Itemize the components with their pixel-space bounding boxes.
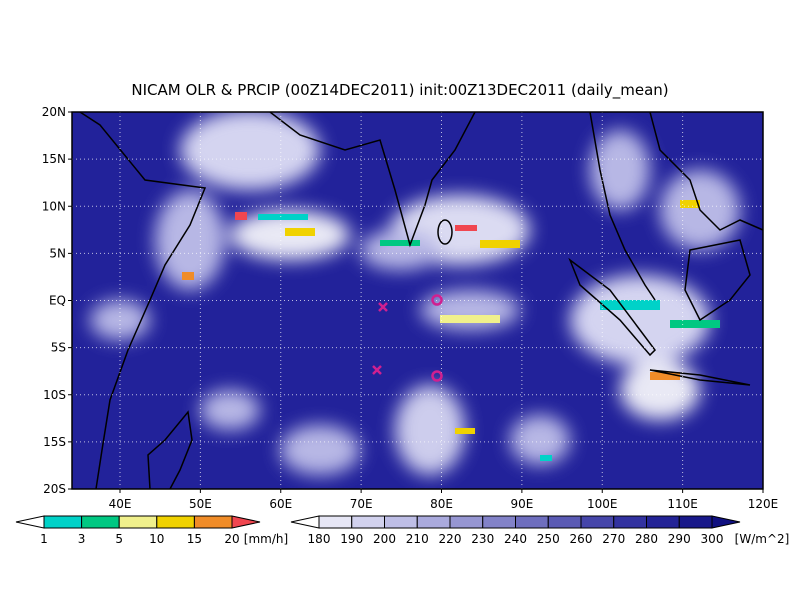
lat-label: 5N	[49, 246, 66, 260]
colorbar-box	[547, 515, 582, 529]
lat-label: 20S	[43, 482, 66, 496]
colorbar-unit: [mm/h]	[244, 532, 288, 546]
lat-label: 15N	[42, 152, 66, 166]
colorbar-box	[318, 515, 353, 529]
map-title: NICAM OLR & PRCIP (00Z14DEC2011) init:00…	[131, 81, 668, 100]
colorbar-label: 220	[439, 532, 462, 546]
colorbar-box	[416, 515, 451, 529]
colorbar-label: 280	[635, 532, 658, 546]
colorbar-box	[580, 515, 615, 529]
colorbar-label: 290	[668, 532, 691, 546]
lat-label: 10N	[42, 199, 66, 213]
colorbar-label: 270	[602, 532, 625, 546]
colorbar-box	[482, 515, 516, 529]
lat-label: 20N	[42, 105, 66, 119]
lon-label: 100E	[587, 497, 618, 511]
colorbar-box	[81, 515, 120, 529]
lat-label: 5S	[51, 341, 66, 355]
lon-label: 90E	[510, 497, 533, 511]
colorbar-box	[384, 515, 418, 529]
colorbar-box	[515, 515, 549, 529]
lon-label: 120E	[748, 497, 779, 511]
lat-label: 10S	[43, 388, 66, 402]
colorbar-unit: [W/m^2]	[735, 532, 790, 546]
colorbar-arrow	[290, 515, 320, 529]
colorbar-label: 190	[340, 532, 363, 546]
colorbar-box	[118, 515, 158, 529]
colorbar-label: 240	[504, 532, 527, 546]
lon-label: 80E	[430, 497, 453, 511]
lon-label: 40E	[109, 497, 132, 511]
lat-label: 15S	[43, 435, 66, 449]
colorbar-box	[43, 515, 83, 529]
colorbar-label: 210	[406, 532, 429, 546]
colorbar-label: 5	[115, 532, 123, 546]
colorbar-box	[678, 515, 713, 529]
map-area	[72, 112, 763, 489]
colorbar-label: 300	[701, 532, 724, 546]
colorbar-arrow	[231, 515, 261, 529]
colorbar-box	[646, 515, 680, 529]
colorbar-arrow	[711, 515, 741, 529]
colorbar-box	[449, 515, 484, 529]
colorbar-arrow	[15, 515, 45, 529]
colorbar-label: 260	[570, 532, 593, 546]
colorbar-label: 3	[78, 532, 86, 546]
colorbar-box	[613, 515, 647, 529]
lon-label: 70E	[350, 497, 373, 511]
lon-label: 50E	[189, 497, 212, 511]
lon-label: 110E	[667, 497, 698, 511]
lon-label: 60E	[269, 497, 292, 511]
colorbar-label: 230	[471, 532, 494, 546]
lat-label: EQ	[49, 294, 66, 308]
colorbar-box	[351, 515, 385, 529]
colorbar-label: 250	[537, 532, 560, 546]
colorbar-label: 180	[308, 532, 331, 546]
colorbar-label: 1	[40, 532, 48, 546]
colorbar-label: 10	[149, 532, 164, 546]
colorbar-label: 20	[224, 532, 239, 546]
colorbar-box	[193, 515, 233, 529]
colorbar-box	[156, 515, 195, 529]
colorbar-label: 15	[187, 532, 202, 546]
colorbar-label: 200	[373, 532, 396, 546]
